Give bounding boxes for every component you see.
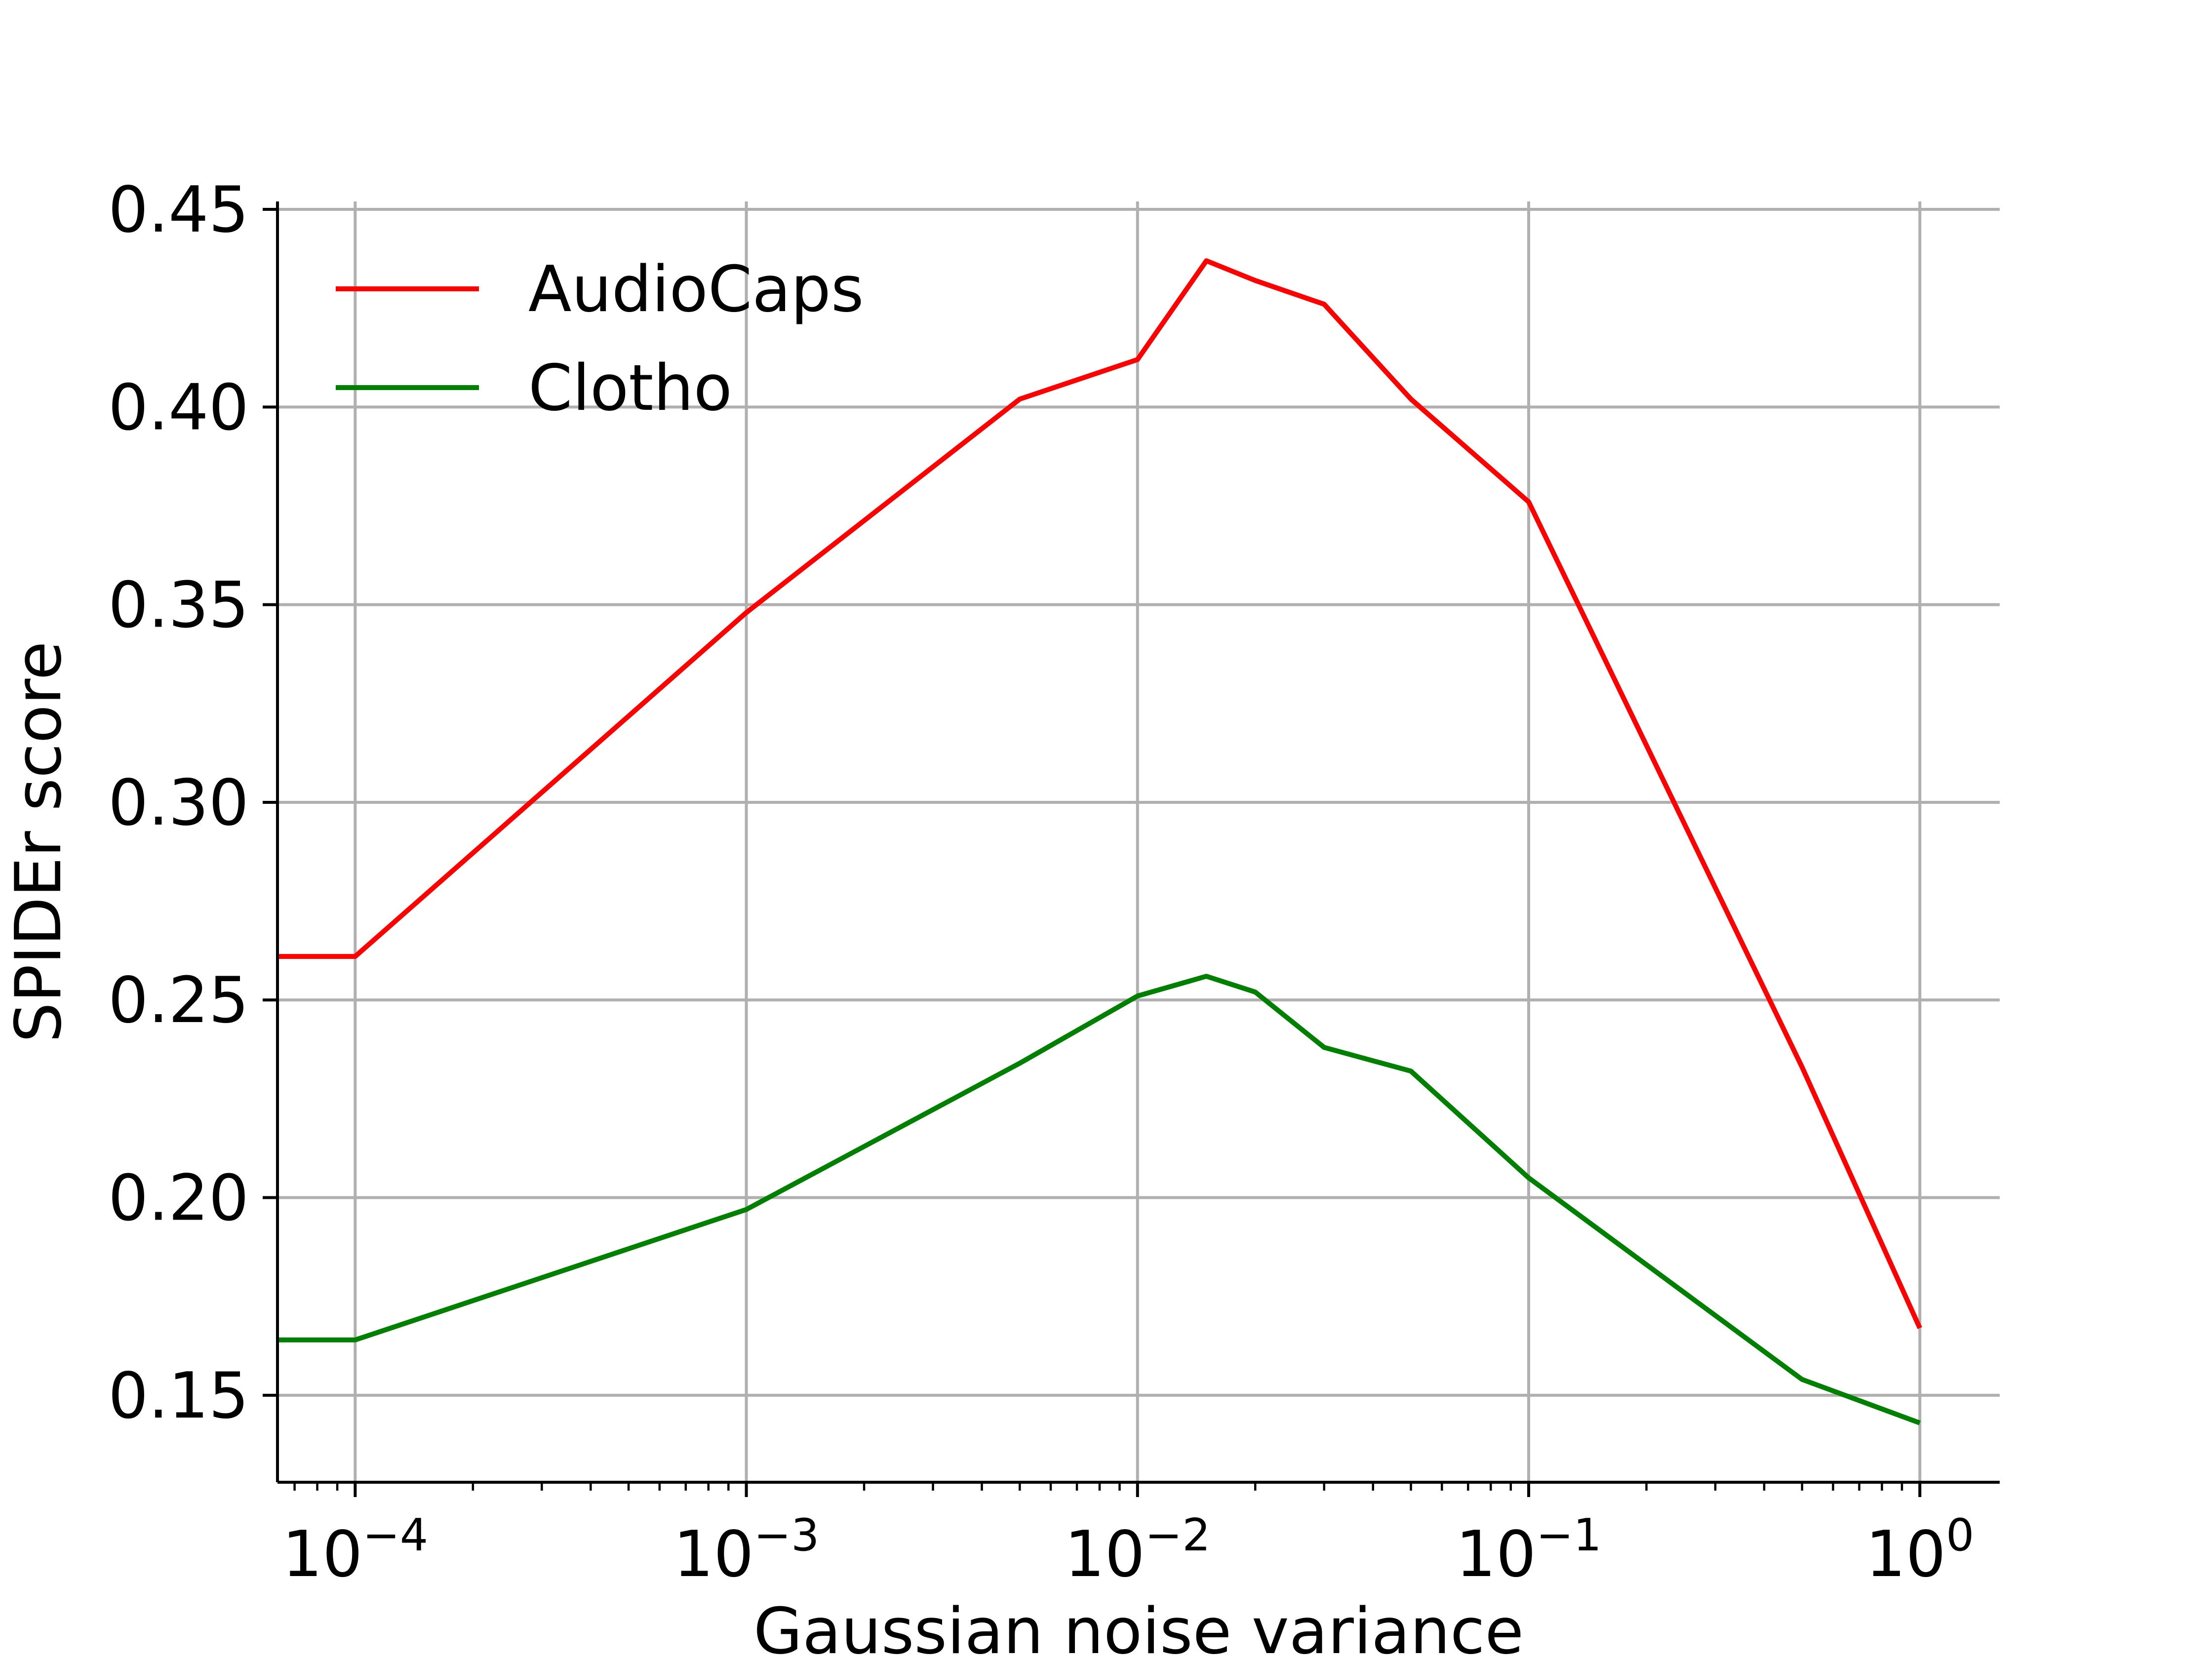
x-tick-base: 10	[1456, 1518, 1536, 1591]
x-tick-label: 100	[1865, 1509, 1974, 1591]
x-tick-label: 10−3	[673, 1509, 820, 1591]
series-line-audiocaps	[277, 258, 1922, 1329]
y-tick-label: 0.45	[108, 173, 249, 247]
x-ticks: 10−4 10−3 10−2 10−1 100	[282, 1482, 1974, 1591]
y-ticks: 0.15 0.20 0.25 0.30 0.35 0.40 0.45	[108, 173, 277, 1433]
grid	[277, 201, 2000, 1482]
series-layer	[277, 258, 1922, 1425]
legend-label-audiocaps: AudioCaps	[528, 253, 864, 326]
x-tick-base: 10	[1065, 1518, 1145, 1591]
x-tick-exponent: −3	[754, 1509, 820, 1561]
x-tick-base: 10	[282, 1518, 363, 1591]
y-axis-label: SPIDEr score	[2, 641, 76, 1043]
legend-label-clotho: Clotho	[528, 352, 732, 425]
y-tick-label: 0.15	[108, 1359, 249, 1433]
x-tick-exponent: −4	[362, 1509, 428, 1561]
y-tick-label: 0.40	[108, 371, 249, 444]
x-tick-label: 10−2	[1065, 1509, 1211, 1591]
x-tick-label: 10−1	[1456, 1509, 1602, 1591]
x-tick-base: 10	[673, 1518, 754, 1591]
legend: AudioCaps Clotho	[336, 253, 864, 425]
x-tick-exponent: 0	[1946, 1509, 1974, 1561]
y-tick-label: 0.35	[108, 569, 249, 642]
x-axis-label: Gaussian noise variance	[753, 1595, 1524, 1659]
series-line-clotho	[277, 974, 1921, 1425]
x-tick-exponent: −2	[1145, 1509, 1211, 1561]
x-tick-label: 10−4	[282, 1509, 429, 1591]
y-tick-label: 0.25	[108, 964, 249, 1037]
x-tick-exponent: −1	[1536, 1509, 1602, 1561]
y-tick-label: 0.30	[108, 766, 249, 840]
x-tick-base: 10	[1865, 1518, 1946, 1591]
y-tick-label: 0.20	[108, 1162, 249, 1235]
